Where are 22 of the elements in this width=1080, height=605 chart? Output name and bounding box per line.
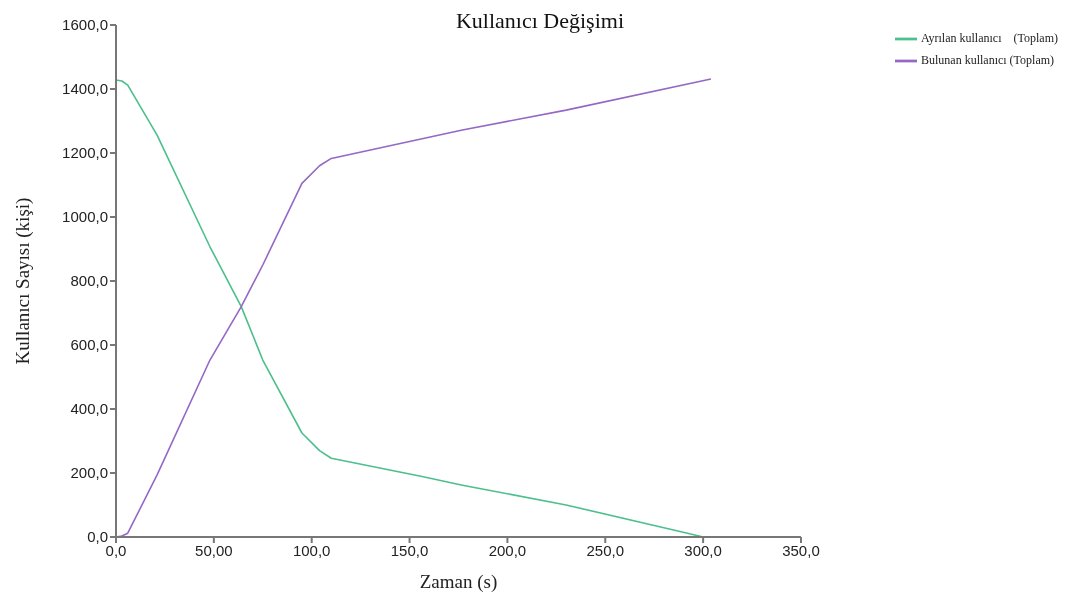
y-tick-label: 0,0 bbox=[87, 528, 108, 546]
x-tick-label: 300,0 bbox=[684, 541, 722, 559]
x-tick-label: 0,0 bbox=[105, 541, 127, 559]
y-tick-label: 800,0 bbox=[70, 272, 108, 290]
y-axis-title: Kullanıcı Sayısı (kişi) bbox=[11, 197, 34, 365]
legend-label: Ayrılan kullanıcı (Toplam) bbox=[920, 30, 1058, 45]
y-tick-label: 600,0 bbox=[70, 336, 108, 354]
x-tick-label: 100,0 bbox=[292, 541, 331, 559]
chart-title: Kullanıcı Değişimi bbox=[455, 8, 625, 33]
legend-label: Bulunan kullanıcı (Toplam) bbox=[920, 52, 1055, 67]
y-tick-label: 1600,0 bbox=[62, 16, 108, 34]
x-axis-title: Zaman (s) bbox=[419, 571, 498, 593]
y-tick-label: 1200,0 bbox=[62, 144, 108, 162]
y-tick-label: 200,0 bbox=[70, 464, 108, 482]
x-tick-label: 50,00 bbox=[195, 541, 233, 559]
x-tick-label: 350,0 bbox=[782, 541, 820, 559]
y-tick-label: 1000,0 bbox=[62, 208, 108, 226]
x-tick-label: 150,0 bbox=[390, 541, 429, 559]
x-tick-label: 200,0 bbox=[488, 541, 527, 559]
y-tick-label: 1400,0 bbox=[62, 80, 108, 98]
x-tick-label: 250,0 bbox=[586, 541, 625, 559]
y-tick-label: 400,0 bbox=[70, 400, 108, 418]
